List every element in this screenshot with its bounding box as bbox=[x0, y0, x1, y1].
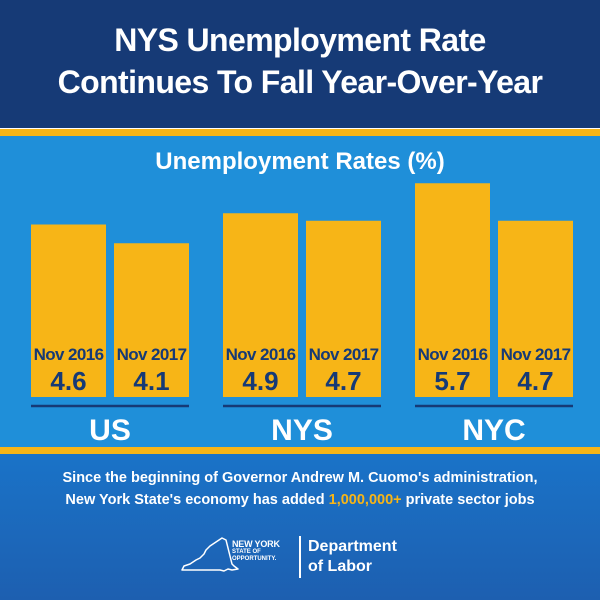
nys-line-1: NEW YORK bbox=[232, 539, 280, 549]
group-label-nys: NYS bbox=[271, 414, 333, 447]
bar-nys-2017 bbox=[306, 220, 381, 397]
bar-series-label: Nov 2017 bbox=[501, 345, 571, 364]
logo-divider bbox=[299, 536, 301, 578]
title-line-2: Continues To Fall Year-Over-Year bbox=[57, 64, 543, 100]
group-label-nyc: NYC bbox=[462, 414, 525, 447]
header-banner bbox=[0, 0, 600, 128]
nys-dol-logo: NEW YORK STATE OF OPPORTUNITY. Departmen… bbox=[180, 532, 420, 582]
bar-us-2016 bbox=[31, 224, 106, 397]
bar-nyc-2017 bbox=[498, 220, 573, 397]
dol-line-1: Department bbox=[308, 538, 397, 555]
bar-value-label: 5.7 bbox=[434, 366, 470, 396]
bar-nys-2016 bbox=[223, 213, 298, 397]
footer-line-2: New York State's economy has added 1,000… bbox=[0, 492, 600, 508]
bar-value-label: 4.9 bbox=[242, 366, 278, 396]
footer-line-2-suffix: private sector jobs bbox=[405, 492, 535, 508]
title-line-1: NYS Unemployment Rate bbox=[114, 22, 486, 58]
new-york-state-map-icon bbox=[181, 537, 239, 572]
bar-value-label: 4.6 bbox=[50, 366, 86, 396]
bar-us-2017 bbox=[114, 243, 189, 397]
footer-line-2-prefix: New York State's economy has added bbox=[65, 492, 325, 508]
bar-series-label: Nov 2016 bbox=[226, 345, 296, 364]
bar-series-label: Nov 2016 bbox=[34, 345, 104, 364]
bar-series-label: Nov 2017 bbox=[309, 345, 379, 364]
chart-title: Unemployment Rates (%) bbox=[155, 148, 445, 175]
top-accent-stripe bbox=[0, 129, 600, 136]
department-of-labor-wordmark: Department of Labor bbox=[308, 537, 397, 577]
jobs-highlight: 1,000,000+ bbox=[328, 492, 402, 508]
bar-value-label: 4.1 bbox=[133, 366, 169, 396]
nys-line-3: OPPORTUNITY. bbox=[232, 556, 277, 562]
bar-series-label: Nov 2017 bbox=[117, 345, 187, 364]
bar-series-label: Nov 2016 bbox=[418, 345, 488, 364]
bar-value-label: 4.7 bbox=[325, 366, 361, 396]
bottom-accent-stripe bbox=[0, 447, 600, 454]
nys-line-2: STATE OF bbox=[232, 549, 261, 555]
dol-line-2: of Labor bbox=[308, 558, 372, 575]
nys-opportunity-wordmark: NEW YORK STATE OF OPPORTUNITY. bbox=[232, 540, 280, 563]
bar-value-label: 4.7 bbox=[517, 366, 553, 396]
footer-line-1: Since the beginning of Governor Andrew M… bbox=[62, 470, 538, 486]
bar-nyc-2016 bbox=[415, 183, 490, 397]
group-label-us: US bbox=[89, 414, 131, 447]
